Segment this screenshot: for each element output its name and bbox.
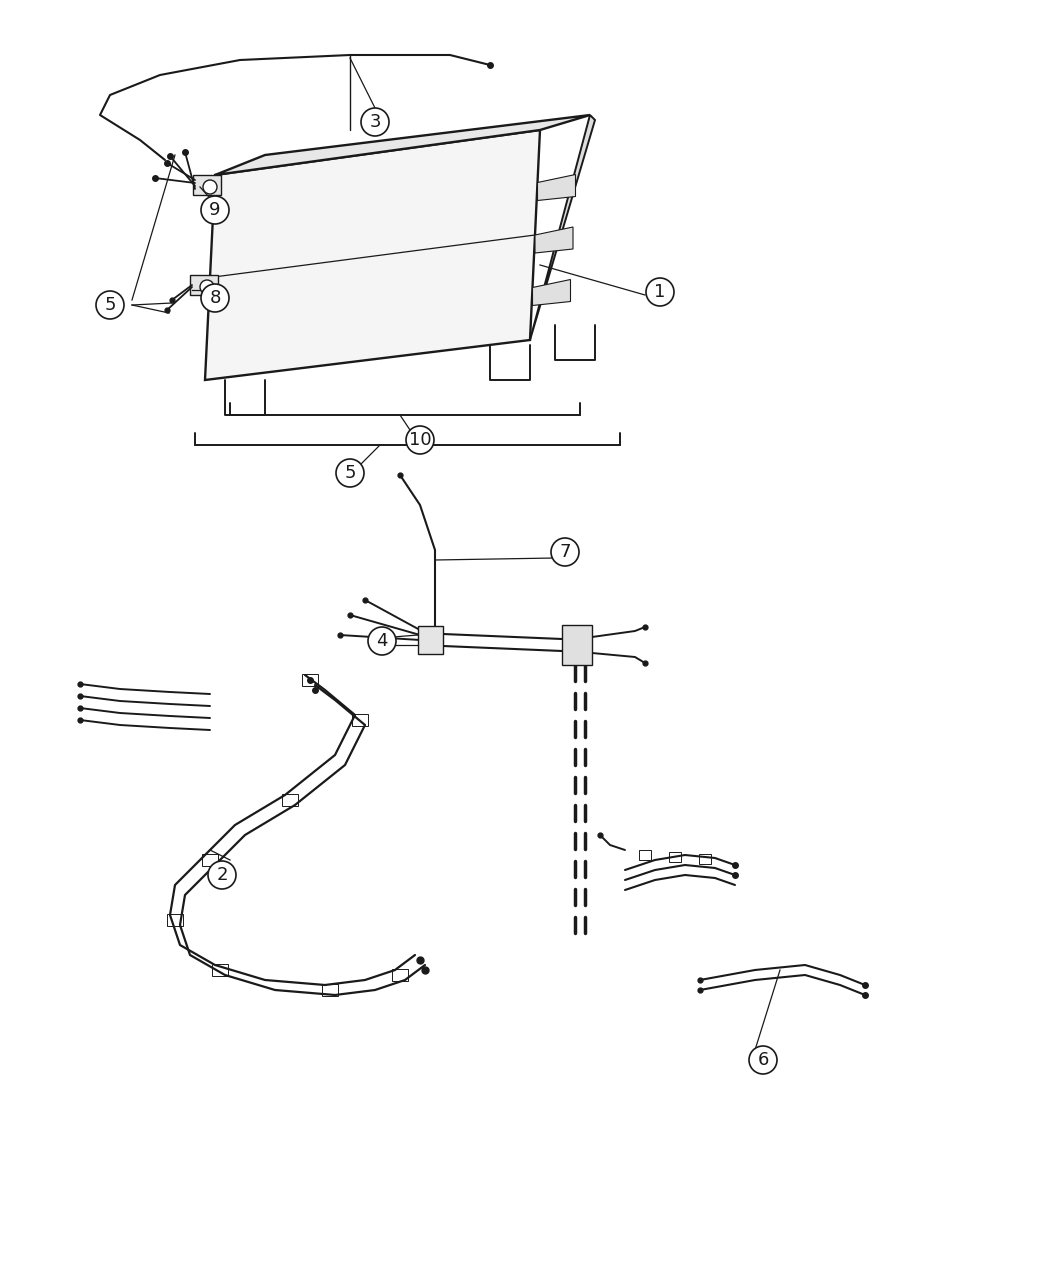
FancyBboxPatch shape [562,625,592,666]
Polygon shape [538,175,575,200]
Circle shape [200,280,214,295]
Text: 5: 5 [104,296,116,314]
Circle shape [203,180,217,194]
Polygon shape [215,115,590,175]
Text: 10: 10 [408,431,432,449]
Circle shape [551,538,579,566]
Circle shape [361,108,388,136]
Polygon shape [536,227,573,252]
Text: 3: 3 [370,113,381,131]
Circle shape [208,861,236,889]
Text: 6: 6 [757,1051,769,1068]
Text: 4: 4 [376,632,387,650]
Circle shape [96,291,124,319]
Text: 1: 1 [654,283,666,301]
Text: 8: 8 [209,289,220,307]
Circle shape [749,1046,777,1074]
Circle shape [201,284,229,312]
Text: 9: 9 [209,201,220,219]
Text: 5: 5 [344,464,356,482]
Circle shape [646,278,674,306]
FancyBboxPatch shape [193,175,220,195]
Polygon shape [530,115,595,340]
Circle shape [201,196,229,224]
Circle shape [336,459,364,487]
FancyBboxPatch shape [190,275,218,295]
Text: 7: 7 [560,543,571,561]
Polygon shape [205,130,540,380]
FancyBboxPatch shape [418,626,443,654]
Polygon shape [532,279,570,306]
Circle shape [406,426,434,454]
Text: 2: 2 [216,866,228,884]
Circle shape [368,627,396,655]
